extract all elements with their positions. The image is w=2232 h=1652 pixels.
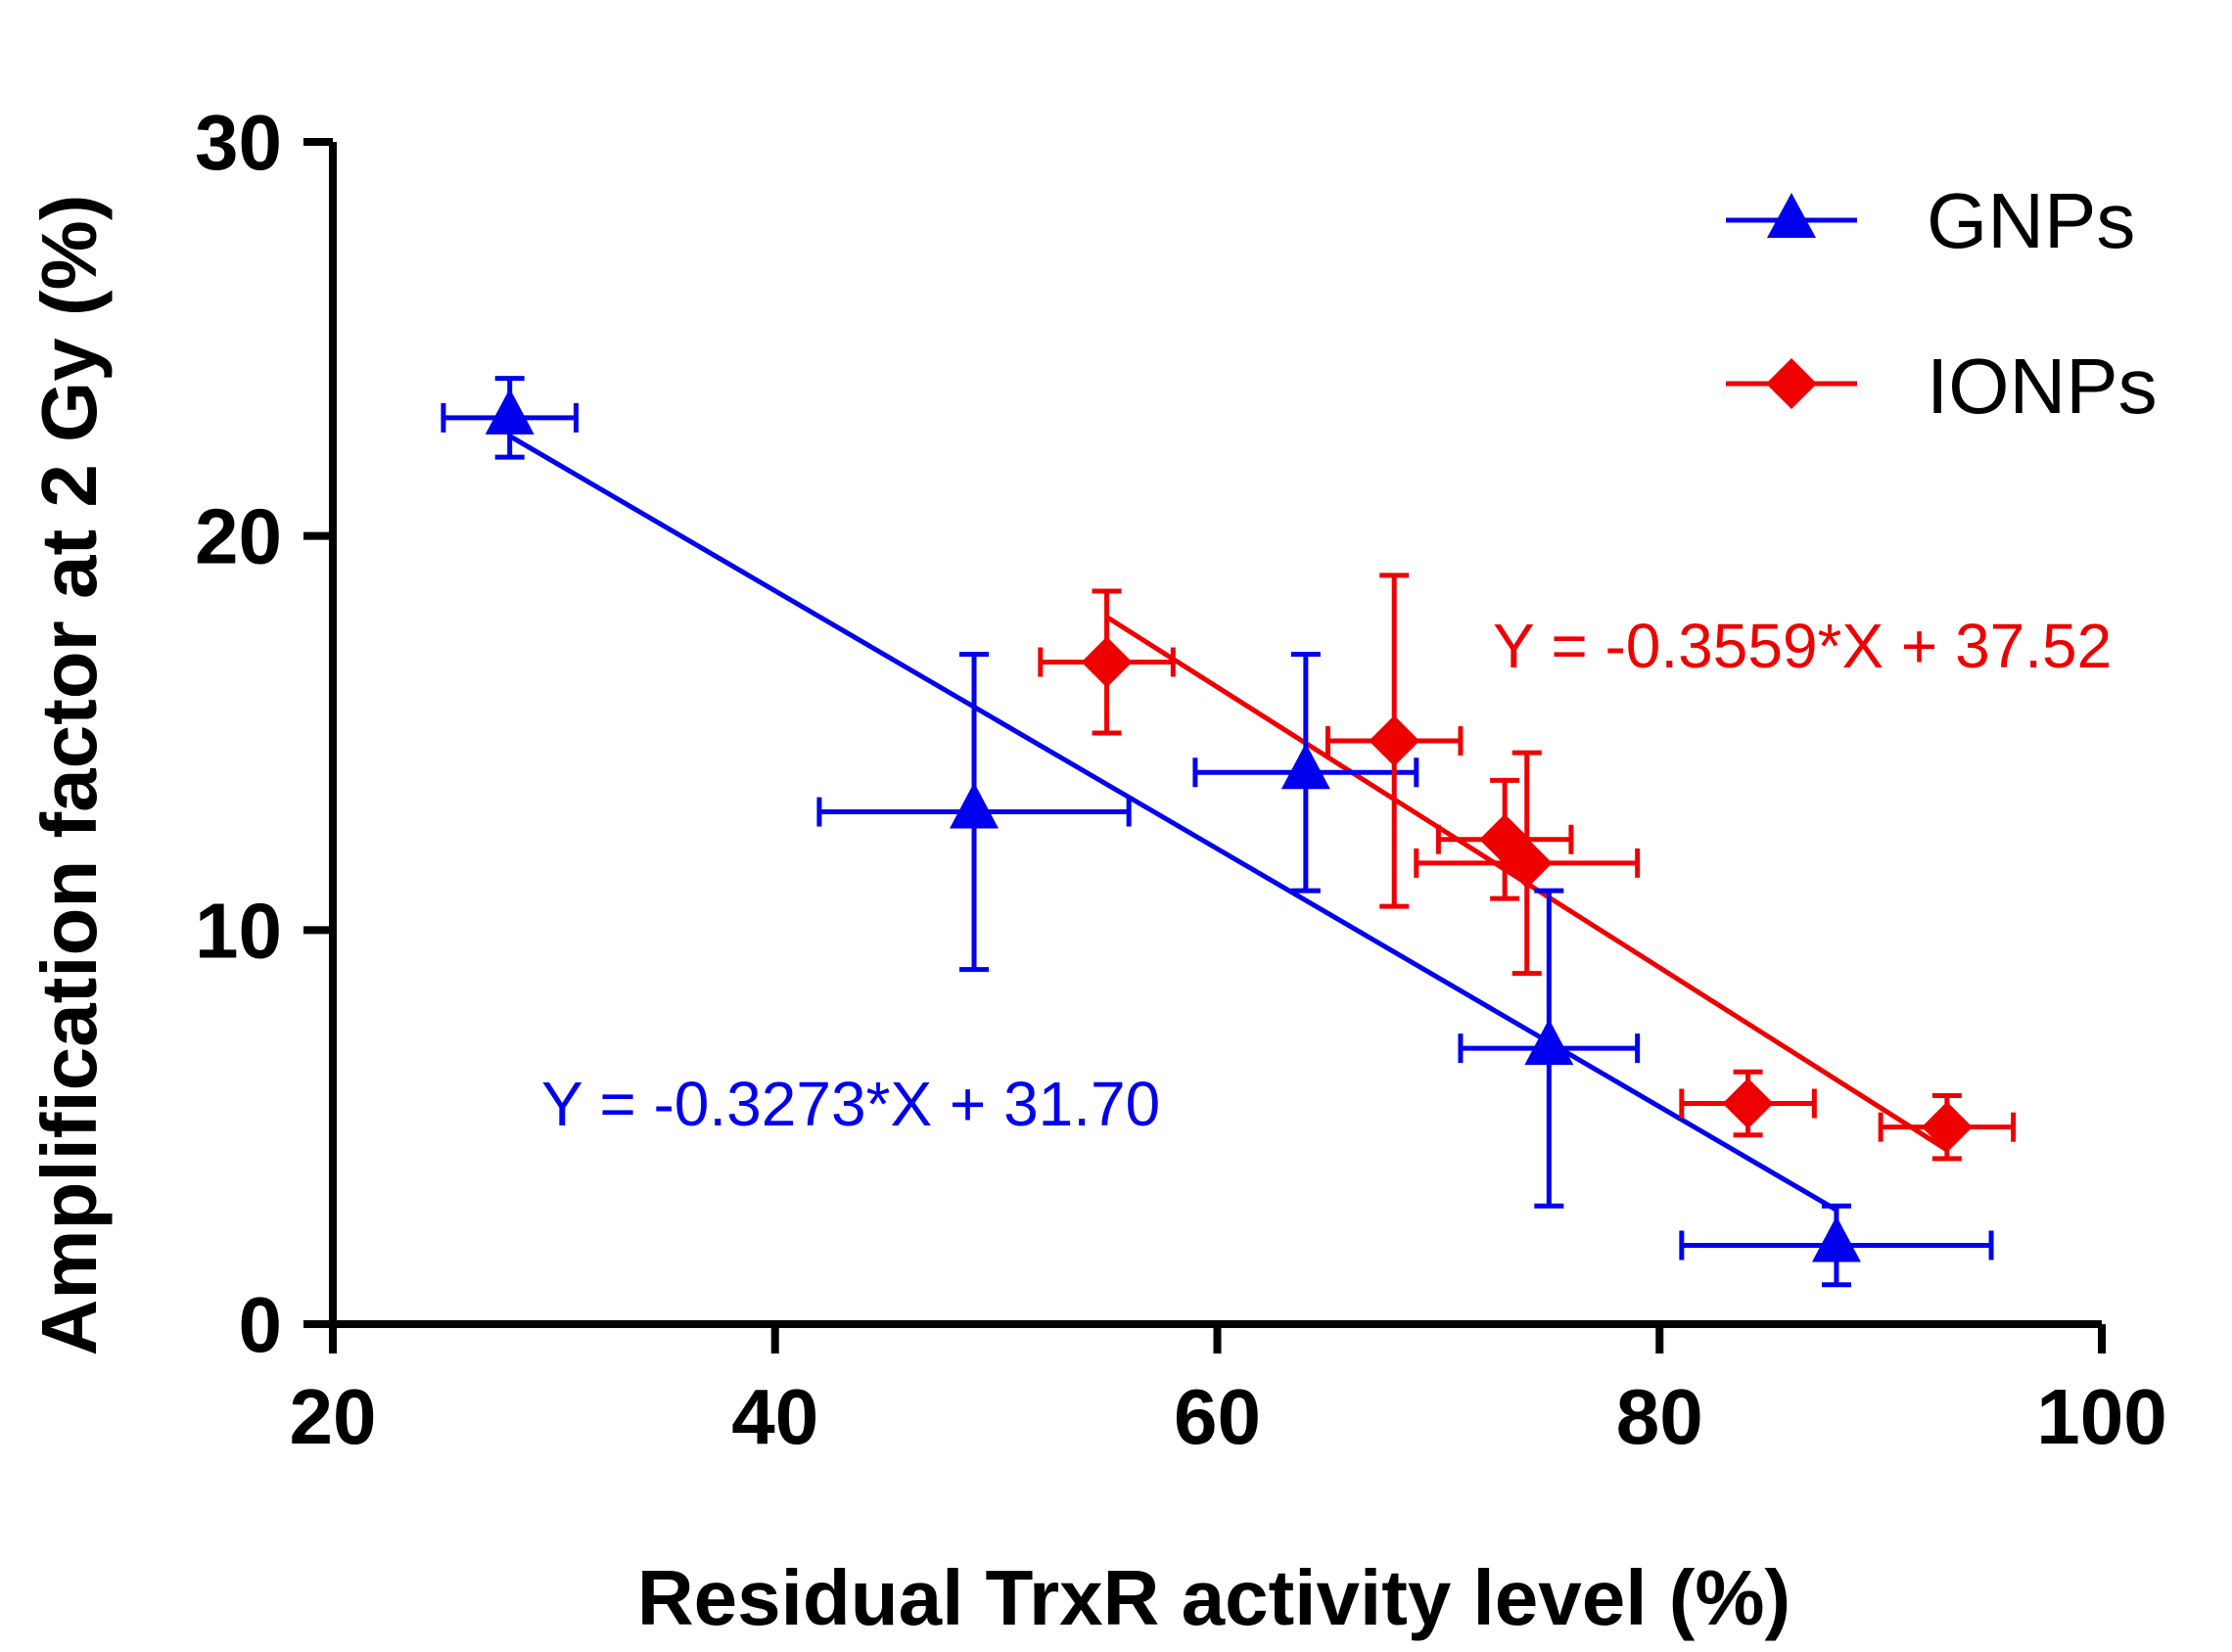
y-tick-label: 30 [195, 99, 282, 186]
gnps-data-point [950, 782, 1000, 829]
ionps-data-point [1081, 636, 1133, 688]
ionps-data-point [1501, 837, 1553, 889]
gnps-data-point [1524, 1019, 1574, 1066]
gnps-data-point [1280, 743, 1330, 790]
y-axis-ticks: 0 10 20 30 [195, 99, 333, 1368]
gnps-data-point [1811, 1216, 1861, 1262]
y-tick-label: 20 [195, 493, 282, 580]
gnps-fit-line [508, 434, 1838, 1213]
ionps-fit-equation: Y = -0.3559*X + 37.52 [1493, 611, 2112, 681]
y-axis-title: Amplification factor at 2 Gy (%) [25, 195, 113, 1356]
data-markers [485, 388, 1973, 1262]
gnps-data-point [485, 388, 535, 435]
x-tick-label: 20 [290, 1373, 377, 1460]
x-tick-label: 100 [2036, 1373, 2166, 1460]
x-tick-label: 40 [731, 1373, 818, 1460]
legend-ionps-marker [1766, 358, 1817, 409]
legend-gnps-marker [1767, 193, 1816, 238]
ionps-data-point [1722, 1078, 1774, 1129]
x-tick-label: 60 [1174, 1373, 1261, 1460]
x-axis-title: Residual TrxR activity level (%) [637, 1554, 1790, 1641]
x-axis-ticks: 20 40 60 80 100 [290, 1324, 2167, 1460]
ionps-data-point [1921, 1101, 1973, 1153]
y-tick-label: 10 [195, 887, 282, 974]
gnps-fit-equation: Y = -0.3273*X + 31.70 [541, 1069, 1160, 1139]
x-tick-label: 80 [1616, 1373, 1703, 1460]
y-tick-label: 0 [239, 1281, 283, 1368]
error-bars [441, 376, 2017, 1288]
legend-ionps-label: IONPs [1927, 343, 2158, 430]
ionps-data-point [1369, 715, 1420, 767]
legend-gnps-label: GNPs [1927, 177, 2135, 264]
legend: GNPs IONPs [1726, 177, 2158, 430]
